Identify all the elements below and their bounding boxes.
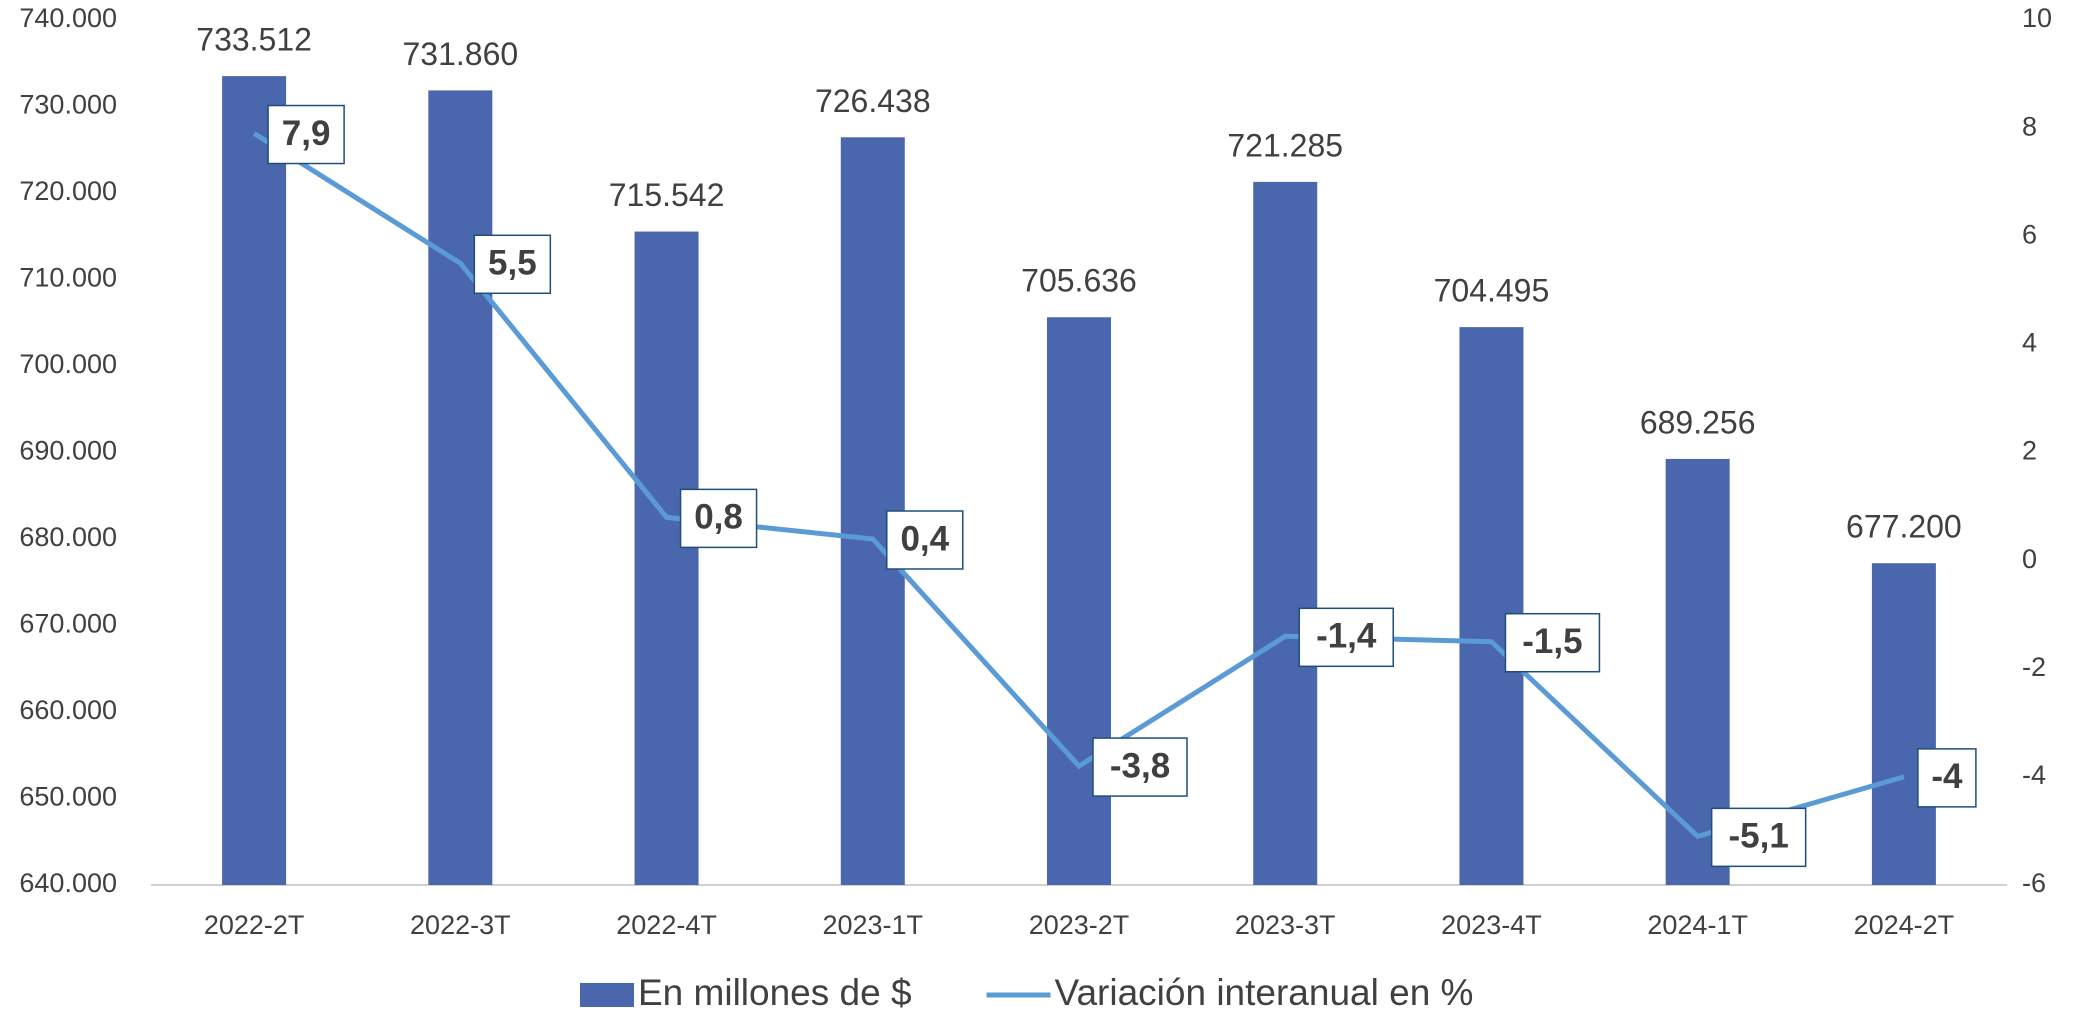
y2-tick-label: 8 <box>2022 111 2037 141</box>
y2-tick-label: -2 <box>2022 652 2046 682</box>
data-label: -3,8 <box>1110 746 1170 785</box>
y-tick-label: 720.000 <box>19 176 117 206</box>
legend-label: En millones de $ <box>638 972 912 1010</box>
data-label: 705.636 <box>1021 263 1137 299</box>
data-label-box <box>886 510 964 570</box>
data-label: 731.860 <box>402 36 518 72</box>
y-tick-label: 640.000 <box>19 868 117 898</box>
data-label: 704.495 <box>1434 273 1550 309</box>
data-label: -1,5 <box>1522 622 1582 661</box>
x-tick-label: 2022-3T <box>410 910 511 940</box>
data-label: -1,4 <box>1316 617 1377 656</box>
line <box>252 131 1905 840</box>
y2-tick-label: 6 <box>2022 219 2037 249</box>
data-label: 7,9 <box>282 114 331 153</box>
y-tick-label: 650.000 <box>19 782 117 812</box>
y2-tick-label: 4 <box>2022 328 2037 358</box>
y2-tick-label: 10 <box>2022 3 2052 33</box>
data-label-box <box>473 234 552 295</box>
data-label-box <box>1710 807 1807 868</box>
data-label: 733.512 <box>196 22 312 58</box>
legend-swatch <box>580 983 634 1007</box>
y-tick-label: 700.000 <box>19 349 117 379</box>
x-tick-label: 2023-1T <box>822 910 923 940</box>
y2-tick-label: 0 <box>2022 544 2037 574</box>
data-label-box <box>1504 612 1601 673</box>
data-label: -5,1 <box>1729 817 1789 856</box>
x-tick-label: 2023-3T <box>1235 910 1336 940</box>
data-label: 721.285 <box>1227 127 1343 163</box>
data-label: 0,4 <box>900 519 949 558</box>
y2-tick-label: -6 <box>2022 868 2046 898</box>
data-label: 715.542 <box>609 177 725 213</box>
x-tick-label: 2023-2T <box>1029 910 1130 940</box>
data-label: 689.256 <box>1640 404 1756 440</box>
y-tick-label: 740.000 <box>19 3 117 33</box>
bar <box>1253 181 1318 885</box>
bar <box>222 76 287 885</box>
data-label: 726.438 <box>815 83 931 119</box>
y-tick-label: 730.000 <box>19 90 117 120</box>
y-tick-label: 680.000 <box>19 522 117 552</box>
y-tick-label: 670.000 <box>19 609 117 639</box>
data-label-box <box>1298 607 1394 668</box>
bar <box>1047 317 1111 885</box>
data-label-box <box>1917 748 1977 808</box>
x-tick-label: 2024-1T <box>1647 910 1748 940</box>
y-tick-label: 690.000 <box>19 436 117 466</box>
x-tick-label: 2022-4T <box>616 910 717 940</box>
x-tick-label: 2023-4T <box>1441 910 1542 940</box>
bar <box>634 231 699 885</box>
data-label: -4 <box>1931 757 1963 796</box>
data-label-box <box>1092 737 1188 797</box>
legend-label: Variación interanual en % <box>1055 972 1474 1010</box>
data-label: 5,5 <box>488 244 537 283</box>
data-label-box <box>679 488 758 549</box>
y-tick-label: 660.000 <box>19 695 117 725</box>
y2-tick-label: 2 <box>2022 436 2037 466</box>
x-tick-label: 2022-2T <box>204 910 305 940</box>
y-tick-label: 710.000 <box>19 263 117 293</box>
data-label: 0,8 <box>694 498 743 537</box>
bar <box>1459 327 1524 885</box>
bar <box>428 90 493 885</box>
bar <box>1871 563 1936 885</box>
x-tick-label: 2024-2T <box>1854 910 1955 940</box>
data-label: 677.200 <box>1846 509 1962 545</box>
y2-tick-label: -4 <box>2022 760 2046 790</box>
data-label-box <box>267 104 345 165</box>
